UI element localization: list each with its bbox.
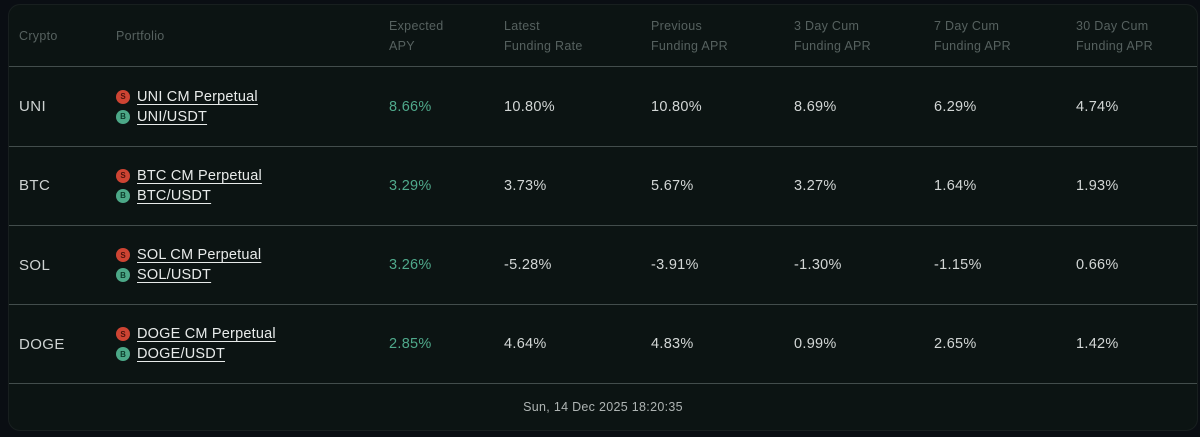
column-header-expected-apy: Expected APY: [389, 16, 504, 56]
cum-3day-value: -1.30%: [794, 257, 842, 274]
table-row: DOGE S DOGE CM Perpetual B DOGE/USDT 2.8…: [9, 305, 1197, 385]
header-line: Funding APR: [794, 38, 871, 53]
header-line: 30 Day Cum: [1076, 18, 1149, 33]
portfolio-link-row: S SOL CM Perpetual: [116, 247, 389, 263]
portfolio-link[interactable]: SOL/USDT: [137, 267, 212, 284]
header-line: 3 Day Cum: [794, 18, 860, 33]
table-row: SOL S SOL CM Perpetual B SOL/USDT 3.26% …: [9, 226, 1197, 306]
cum-30day-value: 1.93%: [1076, 177, 1119, 194]
latest-funding-rate-value: -5.28%: [504, 257, 552, 274]
column-header-7day-cum-funding-apr: 7 Day Cum Funding APR: [934, 16, 1076, 56]
portfolio-link[interactable]: UNI/USDT: [137, 108, 208, 125]
column-header-crypto: Crypto: [19, 28, 58, 43]
portfolio-link[interactable]: DOGE CM Perpetual: [137, 326, 276, 343]
short-badge-icon: S: [116, 89, 130, 104]
table-row: UNI S UNI CM Perpetual B UNI/USDT 8.66% …: [9, 67, 1197, 147]
column-header-latest-funding-rate: Latest Funding Rate: [504, 16, 651, 56]
portfolio-link[interactable]: SOL CM Perpetual: [137, 247, 262, 264]
column-header-previous-funding-apr: Previous Funding APR: [651, 16, 794, 56]
header-line: Expected: [389, 18, 444, 33]
base-badge-icon: B: [116, 347, 130, 362]
header-line: Funding APR: [651, 38, 728, 53]
latest-funding-rate-value: 10.80%: [504, 98, 555, 115]
last-updated-timestamp: Sun, 14 Dec 2025 18:20:35: [523, 400, 683, 415]
base-badge-icon: B: [116, 109, 130, 124]
cum-3day-value: 3.27%: [794, 177, 837, 194]
header-line: Funding APR: [1076, 38, 1153, 53]
header-line: Latest: [504, 18, 540, 33]
base-badge-icon: B: [116, 268, 130, 283]
cum-30day-value: 0.66%: [1076, 257, 1119, 274]
short-badge-icon: S: [116, 327, 130, 342]
column-header-3day-cum-funding-apr: 3 Day Cum Funding APR: [794, 16, 934, 56]
header-line: 7 Day Cum: [934, 18, 1000, 33]
portfolio-link[interactable]: BTC/USDT: [137, 187, 212, 204]
crypto-label: SOL: [19, 256, 51, 274]
cum-7day-value: -1.15%: [934, 257, 982, 274]
portfolio-link-row: B BTC/USDT: [116, 188, 389, 204]
portfolio-link-row: B SOL/USDT: [116, 267, 389, 283]
short-badge-icon: S: [116, 248, 130, 263]
portfolio-cell: S BTC CM Perpetual B BTC/USDT: [116, 168, 389, 204]
expected-apy-value: 2.85%: [389, 336, 432, 353]
previous-funding-apr-value: 4.83%: [651, 336, 694, 353]
expected-apy-value: 3.26%: [389, 257, 432, 274]
portfolio-link-row: S UNI CM Perpetual: [116, 89, 389, 105]
portfolio-cell: S UNI CM Perpetual B UNI/USDT: [116, 89, 389, 125]
portfolio-link[interactable]: DOGE/USDT: [137, 346, 225, 363]
crypto-label: BTC: [19, 177, 51, 195]
portfolio-cell: S SOL CM Perpetual B SOL/USDT: [116, 247, 389, 283]
crypto-label: DOGE: [19, 335, 65, 353]
portfolio-link[interactable]: UNI CM Perpetual: [137, 88, 258, 105]
latest-funding-rate-value: 3.73%: [504, 177, 547, 194]
column-header-portfolio: Portfolio: [116, 28, 165, 43]
column-header-30day-cum-funding-apr: 30 Day Cum Funding APR: [1076, 16, 1197, 56]
previous-funding-apr-value: 5.67%: [651, 177, 694, 194]
short-badge-icon: S: [116, 168, 130, 183]
portfolio-link-row: B DOGE/USDT: [116, 346, 389, 362]
header-line: APY: [389, 38, 415, 53]
table-row: BTC S BTC CM Perpetual B BTC/USDT 3.29% …: [9, 147, 1197, 226]
cum-7day-value: 1.64%: [934, 177, 977, 194]
table-header-row: Crypto Portfolio Expected APY Latest Fun…: [9, 5, 1197, 68]
portfolio-link-row: S DOGE CM Perpetual: [116, 326, 389, 342]
cum-30day-value: 1.42%: [1076, 336, 1119, 353]
portfolio-link-row: S BTC CM Perpetual: [116, 168, 389, 184]
crypto-label: UNI: [19, 98, 47, 116]
header-line: Funding Rate: [504, 38, 583, 53]
cum-30day-value: 4.74%: [1076, 98, 1119, 115]
portfolio-link-row: B UNI/USDT: [116, 109, 389, 125]
cum-3day-value: 0.99%: [794, 336, 837, 353]
table-footer: Sun, 14 Dec 2025 18:20:35: [9, 384, 1197, 430]
expected-apy-value: 3.29%: [389, 177, 432, 194]
expected-apy-value: 8.66%: [389, 98, 432, 115]
header-line: Previous: [651, 18, 703, 33]
latest-funding-rate-value: 4.64%: [504, 336, 547, 353]
previous-funding-apr-value: 10.80%: [651, 98, 702, 115]
cum-7day-value: 2.65%: [934, 336, 977, 353]
header-line: Funding APR: [934, 38, 1011, 53]
cum-7day-value: 6.29%: [934, 98, 977, 115]
base-badge-icon: B: [116, 188, 130, 203]
cum-3day-value: 8.69%: [794, 98, 837, 115]
funding-rates-card: Crypto Portfolio Expected APY Latest Fun…: [8, 4, 1198, 431]
portfolio-link[interactable]: BTC CM Perpetual: [137, 167, 262, 184]
portfolio-cell: S DOGE CM Perpetual B DOGE/USDT: [116, 326, 389, 362]
previous-funding-apr-value: -3.91%: [651, 257, 699, 274]
